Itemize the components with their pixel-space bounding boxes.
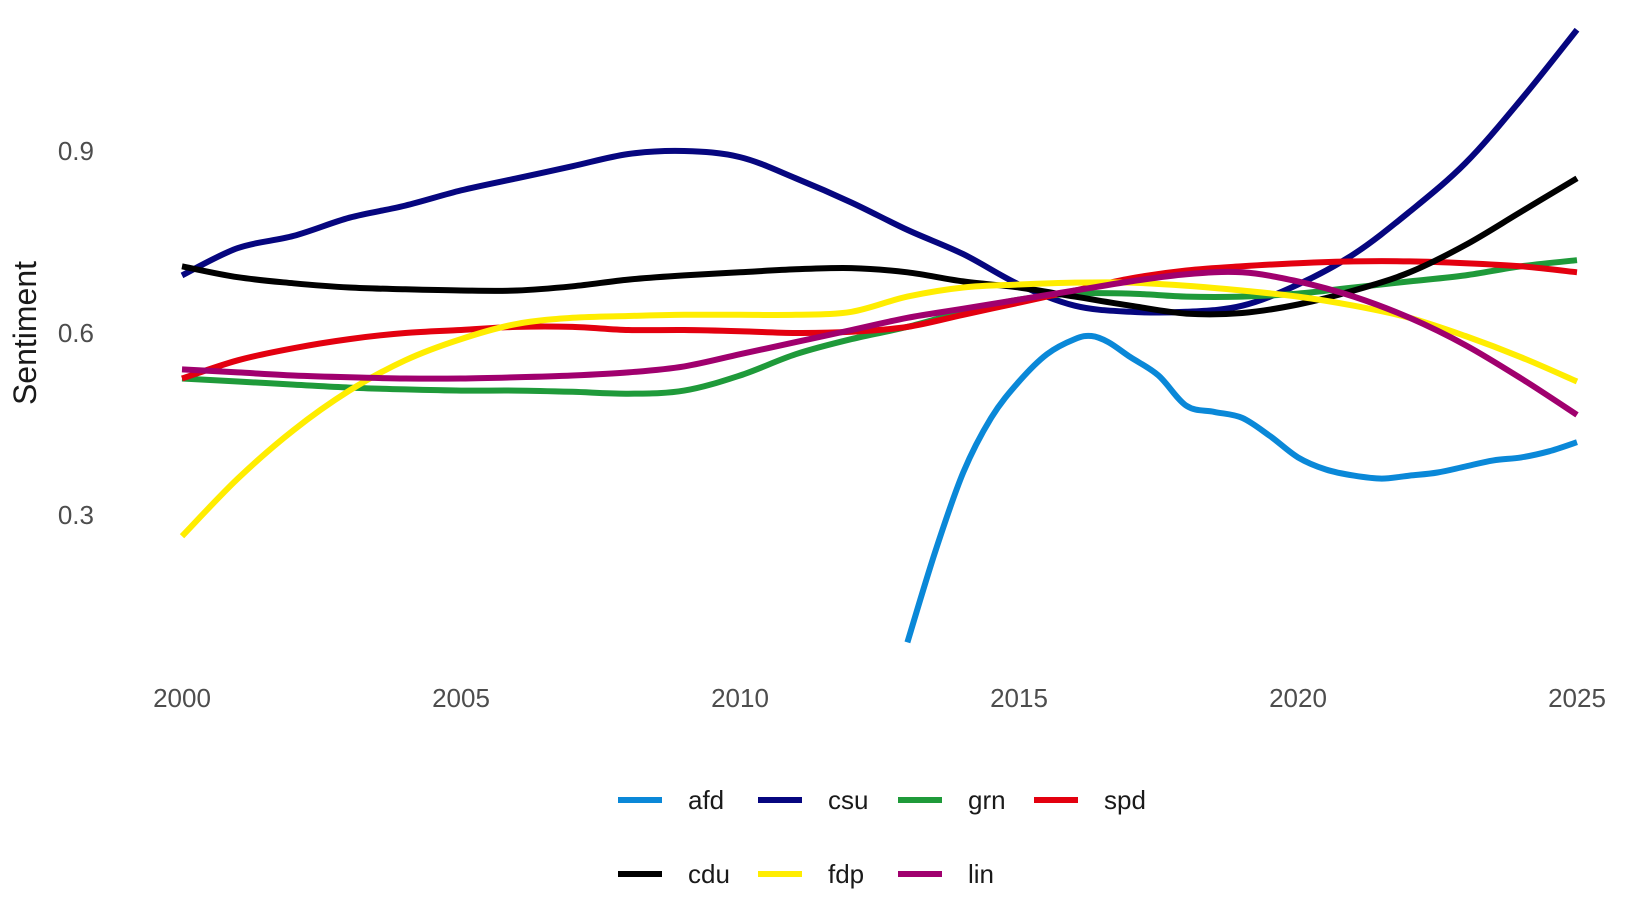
series-line-grn [181, 257, 1578, 397]
x-axis: 2000 2005 2010 2015 2020 2025 [153, 683, 1606, 713]
legend: afd csu grn spd cdu fdp lin [618, 785, 1146, 889]
y-axis: 0.3 0.6 0.9 [58, 136, 94, 530]
legend-label-afd: afd [688, 785, 724, 815]
series-line-lin [181, 268, 1579, 418]
legend-label-grn: grn [968, 785, 1006, 815]
legend-label-lin: lin [968, 859, 994, 889]
y-tick-label: 0.9 [58, 136, 94, 166]
x-tick-label: 2015 [990, 683, 1048, 713]
x-tick-label: 2005 [432, 683, 490, 713]
y-tick-label: 0.3 [58, 500, 94, 530]
legend-label-spd: spd [1104, 785, 1146, 815]
legend-label-cdu: cdu [688, 859, 730, 889]
series-line-csu [180, 27, 1580, 316]
x-tick-label: 2020 [1269, 683, 1327, 713]
y-axis-label: Sentiment [7, 261, 43, 405]
legend-label-fdp: fdp [828, 859, 864, 889]
legend-label-csu: csu [828, 785, 868, 815]
series-line-afd [904, 332, 1578, 644]
series-line-cdu [181, 175, 1579, 318]
plot-area [179, 27, 1580, 644]
x-tick-label: 2025 [1548, 683, 1606, 713]
x-tick-label: 2000 [153, 683, 211, 713]
series-line-fdp [179, 279, 1579, 539]
series-line-spd [181, 258, 1578, 382]
x-tick-label: 2010 [711, 683, 769, 713]
y-tick-label: 0.6 [58, 318, 94, 348]
